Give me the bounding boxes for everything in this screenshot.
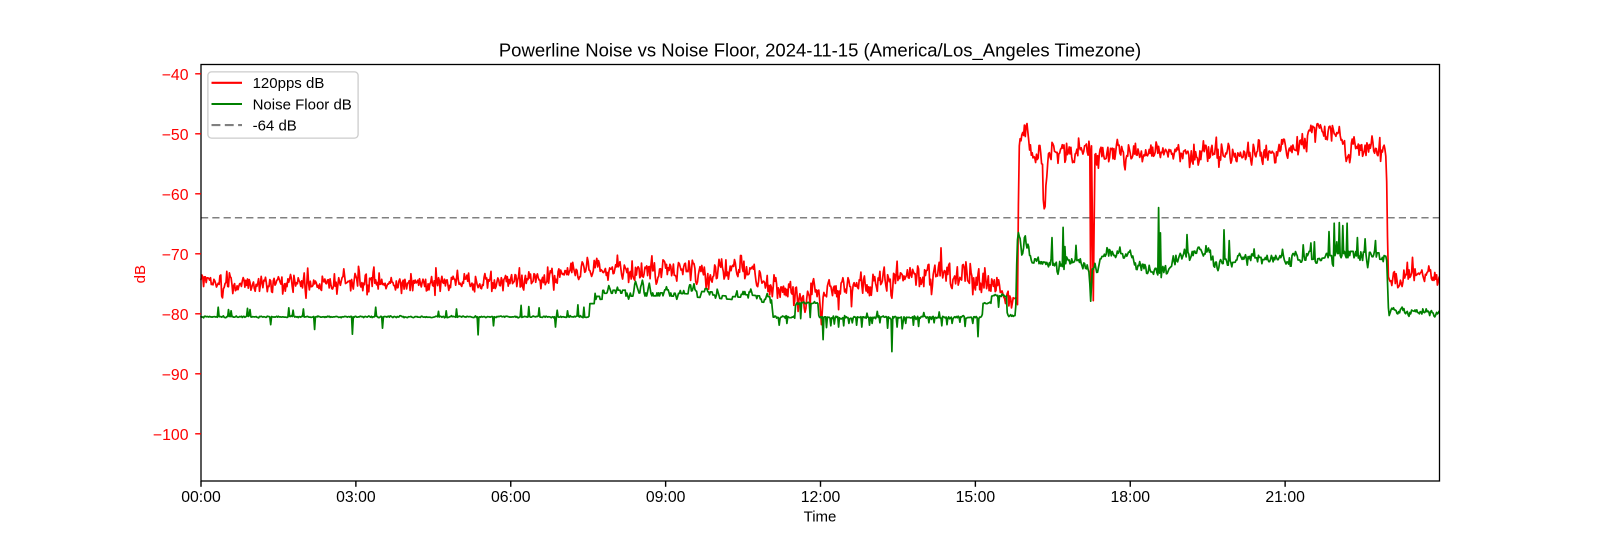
svg-text:−40: −40 (162, 67, 189, 84)
svg-text:Powerline Noise vs Noise Floor: Powerline Noise vs Noise Floor, 2024-11-… (499, 40, 1141, 62)
svg-text:03:00: 03:00 (336, 489, 376, 506)
svg-text:−60: −60 (162, 187, 189, 204)
svg-text:−90: −90 (162, 367, 189, 384)
svg-text:−70: −70 (162, 247, 189, 264)
svg-text:00:00: 00:00 (181, 489, 221, 506)
svg-text:06:00: 06:00 (491, 489, 531, 506)
svg-text:−80: −80 (162, 307, 189, 324)
svg-text:21:00: 21:00 (1265, 489, 1305, 506)
svg-text:Time: Time (804, 509, 837, 526)
svg-text:Noise Floor dB: Noise Floor dB (253, 96, 352, 113)
svg-text:-64 dB: -64 dB (253, 118, 297, 135)
svg-text:12:00: 12:00 (801, 489, 841, 506)
svg-text:−100: −100 (153, 427, 189, 444)
svg-text:−50: −50 (162, 127, 189, 144)
svg-text:09:00: 09:00 (646, 489, 686, 506)
svg-text:18:00: 18:00 (1110, 489, 1150, 506)
svg-text:dB: dB (132, 265, 149, 283)
svg-text:15:00: 15:00 (956, 489, 996, 506)
svg-text:120pps dB: 120pps dB (253, 75, 325, 92)
